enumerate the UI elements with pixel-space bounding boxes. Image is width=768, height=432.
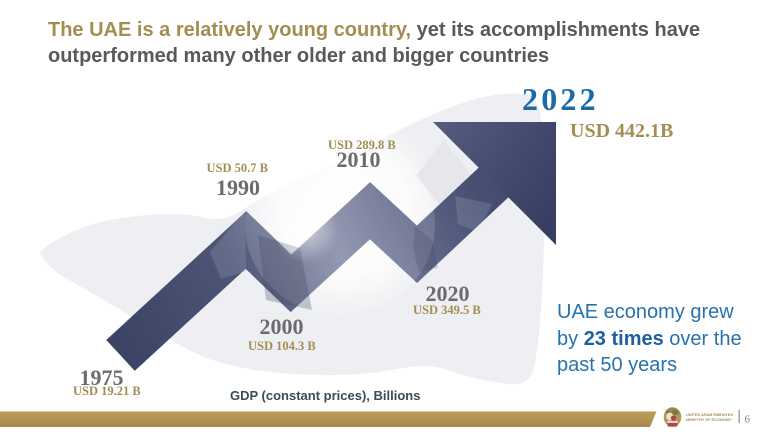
svg-text:6: 6 — [745, 414, 751, 426]
